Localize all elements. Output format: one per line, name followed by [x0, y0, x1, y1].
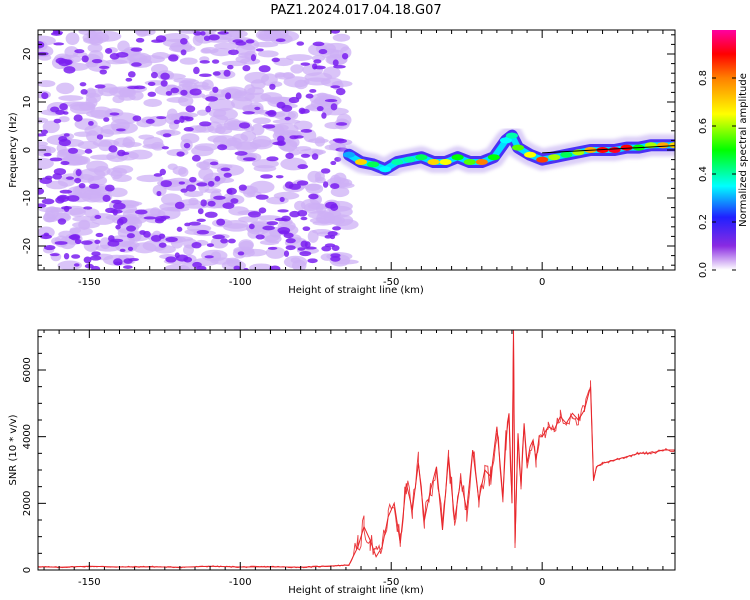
colorbar-tick-label: 0.8	[698, 70, 709, 86]
ridge-point	[608, 147, 621, 153]
x-tick-label: -50	[383, 577, 399, 588]
x-tick-label: -150	[78, 277, 101, 288]
ridge-point	[427, 159, 440, 165]
ridge-point	[451, 154, 464, 161]
snr-axes: -150 -100 -50 0 0 2000 4000 6000	[22, 330, 675, 588]
ridge-point	[355, 159, 368, 165]
ridge-point	[487, 154, 500, 161]
snr-plot-area	[38, 330, 675, 569]
x-tick-label: 0	[539, 577, 545, 588]
snr-panel: -150 -100 -50 0 0 2000 4000 6000 Height of stra…	[8, 329, 676, 596]
y-tick-label: -20	[22, 238, 33, 254]
colorbar-ticks: 0.0 0.2 0.4 0.6 0.8	[698, 70, 736, 278]
ridge-point	[391, 159, 404, 165]
y-tick-label: 0	[22, 567, 33, 573]
ridge-point	[499, 137, 512, 144]
ridge-point	[536, 156, 549, 163]
snr-x-label: Height of straight line (km)	[288, 585, 424, 596]
spectrogram-x-label: Height of straight line (km)	[288, 285, 424, 296]
y-tick-label: 0	[22, 147, 33, 153]
y-tick-label: 20	[22, 48, 33, 61]
ridge-point	[463, 159, 476, 165]
ridge-point	[620, 144, 633, 151]
spectrogram-ridge	[338, 124, 675, 181]
y-tick-label: 6000	[22, 357, 33, 382]
ridge-point	[512, 144, 525, 151]
y-tick-label: 2000	[22, 491, 33, 516]
ridge-point	[560, 151, 573, 158]
spectrogram-panel: -150 -100 -50 0 20 10 0 -10 -20 Height of straig…	[8, 29, 676, 296]
spectrogram-y-label: Frequency (Hz)	[8, 112, 19, 188]
ridge-point	[524, 151, 537, 158]
y-tick-label: -10	[22, 190, 33, 206]
ridge-point	[367, 161, 380, 168]
ridge-point	[439, 159, 452, 165]
x-tick-label: -100	[229, 577, 252, 588]
ridge-point	[415, 154, 428, 161]
ridge-point	[656, 142, 669, 149]
y-tick-label: 4000	[22, 424, 33, 449]
y-tick-label: 10	[22, 96, 33, 109]
ridge-point	[669, 142, 675, 149]
snr-frame	[37, 329, 676, 571]
colorbar: 0.0 0.2 0.4 0.6 0.8 Normalized spectral ampl…	[698, 30, 749, 278]
snr-y-label: SNR (10 * v/v)	[8, 414, 19, 485]
colorbar-tick-label: 0.2	[698, 214, 709, 230]
x-tick-label: -100	[229, 277, 252, 288]
x-tick-label: 0	[539, 277, 545, 288]
ridge-point	[505, 132, 518, 139]
colorbar-tick-label: 0.6	[698, 118, 709, 134]
ridge-fit-line	[542, 145, 675, 154]
spectrogram-noise	[38, 30, 359, 270]
colorbar-tick-label: 0.0	[698, 262, 709, 278]
colorbar-gradient	[712, 30, 736, 270]
colorbar-label: Normalized spectral amplitude	[738, 73, 749, 227]
colorbar-tick-label: 0.4	[698, 166, 709, 182]
ridge-point	[379, 166, 392, 173]
x-tick-label: -150	[78, 577, 101, 588]
ridge-point	[548, 154, 561, 161]
snr-trace	[38, 330, 675, 569]
ridge-point	[342, 151, 355, 158]
spectrogram-axes: -150 -100 -50 0 20 10 0 -10 -20	[22, 30, 675, 288]
ridge-point	[403, 156, 416, 163]
spectrogram-image	[38, 30, 675, 270]
ridge-point	[475, 159, 488, 165]
x-tick-label: -50	[383, 277, 399, 288]
snr-line	[38, 330, 675, 568]
figure-title: PAZ1.2024.017.04.18.G07	[270, 3, 441, 18]
